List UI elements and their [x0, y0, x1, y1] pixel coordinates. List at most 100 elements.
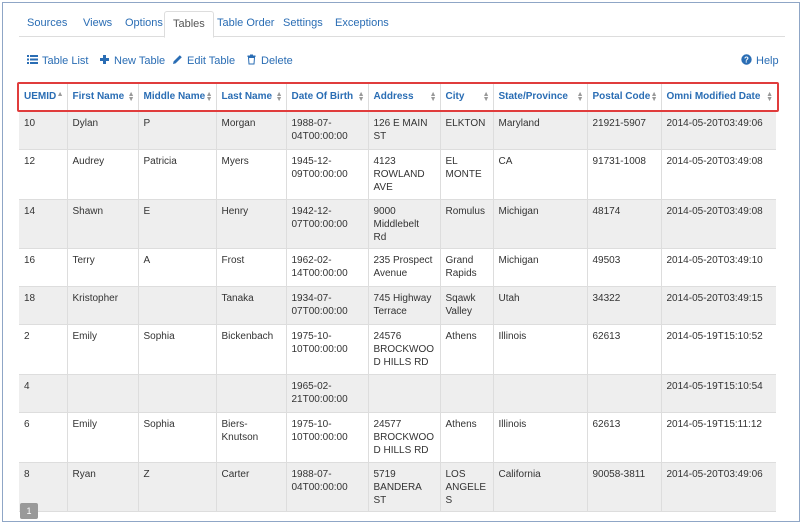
cell-address: 126 E MAIN ST	[368, 111, 441, 150]
sort-icon: ▲ ▼	[650, 91, 658, 103]
cell-address: 235 Prospect Avenue	[368, 248, 441, 287]
data-table: UEMID ▲ First Name ▲ ▼ Middle Name ▲ ▼ Last N…	[19, 83, 776, 512]
new-table-button[interactable]: New Table	[99, 53, 165, 69]
cell-city: Athens	[440, 324, 494, 375]
table-list-button[interactable]: Table List	[27, 53, 88, 69]
cell-postal-code	[587, 374, 662, 413]
cell-last-name: Frost	[216, 248, 287, 287]
help-button[interactable]: ? Help	[741, 53, 779, 69]
edit-table-button[interactable]: Edit Table	[172, 53, 235, 69]
table-row[interactable]: 6 Emily Sophia Biers-Knutson 1975-10-10T…	[19, 412, 776, 463]
cell-omni-modified-date: 2014-05-19T15:11:12	[661, 412, 776, 463]
cell-omni-modified-date: 2014-05-19T15:10:52	[661, 324, 776, 375]
tab-table-order[interactable]: Table Order	[217, 17, 275, 29]
tab-tables[interactable]: Tables	[164, 11, 214, 38]
tab-sources[interactable]: Sources	[27, 17, 68, 29]
cell-date-of-birth: 1962-02-14T00:00:00	[286, 248, 369, 287]
cell-date-of-birth: 1965-02-21T00:00:00	[286, 374, 369, 413]
cell-state-province: Illinois	[493, 324, 588, 375]
sort-asc-icon: ▲	[56, 91, 64, 98]
cell-state-province: Maryland	[493, 111, 588, 150]
cell-middle-name: A	[138, 248, 217, 287]
cell-uemid: 18	[19, 286, 68, 325]
cell-uemid: 14	[19, 199, 68, 249]
cell-postal-code: 90058-3811	[587, 462, 662, 512]
cell-state-province: Michigan	[493, 248, 588, 287]
sort-icon: ▲ ▼	[766, 91, 773, 103]
edit-table-label: Edit Table	[187, 55, 236, 67]
cell-date-of-birth: 1988-07-04T00:00:00	[286, 111, 369, 150]
delete-label: Delete	[261, 55, 293, 67]
cell-date-of-birth: 1975-10-10T00:00:00	[286, 412, 369, 463]
table-row[interactable]: 4 1965-02-21T00:00:00 2014-05-19T15:10:5…	[19, 374, 776, 413]
column-header-uemid[interactable]: UEMID ▲	[19, 83, 68, 112]
help-label: Help	[756, 55, 779, 67]
cell-postal-code: 49503	[587, 248, 662, 287]
cell-uemid: 16	[19, 248, 68, 287]
cell-omni-modified-date: 2014-05-20T03:49:08	[661, 199, 776, 249]
table-row[interactable]: 18 Kristopher Tanaka 1934-07-07T00:00:00…	[19, 286, 776, 325]
cell-first-name: Kristopher	[67, 286, 139, 325]
cell-city: Athens	[440, 412, 494, 463]
plus-icon	[99, 54, 110, 65]
table-row[interactable]: 12 Audrey Patricia Myers 1945-12-09T00:0…	[19, 149, 776, 200]
cell-address: 745 Highway Terrace	[368, 286, 441, 325]
cell-first-name	[67, 374, 139, 413]
cell-city: Romulus	[440, 199, 494, 249]
question-circle-icon: ?	[741, 54, 752, 65]
cell-city: EL MONTE	[440, 149, 494, 200]
table-row[interactable]: 2 Emily Sophia Bickenbach 1975-10-10T00:…	[19, 324, 776, 375]
tab-exceptions[interactable]: Exceptions	[335, 17, 389, 29]
column-header-middle-name[interactable]: Middle Name ▲ ▼	[138, 83, 217, 112]
sort-icon: ▲ ▼	[357, 91, 365, 103]
cell-state-province: Michigan	[493, 199, 588, 249]
cell-last-name: Biers-Knutson	[216, 412, 287, 463]
cell-last-name: Tanaka	[216, 286, 287, 325]
table-row[interactable]: 14 Shawn E Henry 1942-12-07T00:00:00 900…	[19, 199, 776, 249]
tab-views[interactable]: Views	[83, 17, 113, 29]
cell-middle-name	[138, 374, 217, 413]
cell-address: 9000 Middlebelt Rd	[368, 199, 441, 249]
cell-date-of-birth: 1975-10-10T00:00:00	[286, 324, 369, 375]
cell-first-name: Dylan	[67, 111, 139, 150]
column-header-last-name[interactable]: Last Name ▲ ▼	[216, 83, 287, 112]
cell-omni-modified-date: 2014-05-20T03:49:08	[661, 149, 776, 200]
table-row[interactable]: 8 Ryan Z Carter 1988-07-04T00:00:00 5719…	[19, 462, 776, 512]
column-header-first-name[interactable]: First Name ▲ ▼	[67, 83, 139, 112]
trash-icon	[246, 54, 257, 65]
delete-button[interactable]: Delete	[246, 53, 293, 69]
column-header-postal-code[interactable]: Postal Code ▲ ▼	[587, 83, 662, 112]
cell-address: 24576 BROCKWOOD HILLS RD	[368, 324, 441, 375]
cell-postal-code: 21921-5907	[587, 111, 662, 150]
column-header-date-of-birth[interactable]: Date Of Birth ▲ ▼	[286, 83, 369, 112]
pagination-page-button[interactable]: 1	[20, 503, 38, 519]
column-header-city[interactable]: City ▲ ▼	[440, 83, 494, 112]
table-row[interactable]: 10 Dylan P Morgan 1988-07-04T00:00:00 12…	[19, 111, 776, 150]
cell-postal-code: 34322	[587, 286, 662, 325]
column-header-omni-modified-date[interactable]: Omni Modified Date ▲ ▼	[661, 83, 776, 112]
tab-bar: Sources Views Options Tables Table Order…	[19, 11, 785, 38]
cell-last-name: Myers	[216, 149, 287, 200]
tab-options[interactable]: Options	[125, 17, 163, 29]
table-list-label: Table List	[42, 55, 89, 67]
cell-middle-name: Z	[138, 462, 217, 512]
cell-date-of-birth: 1942-12-07T00:00:00	[286, 199, 369, 249]
table-row[interactable]: 16 Terry A Frost 1962-02-14T00:00:00 235…	[19, 248, 776, 287]
cell-city: ELKTON	[440, 111, 494, 150]
cell-middle-name: E	[138, 199, 217, 249]
column-header-state-province[interactable]: State/Province ▲ ▼	[493, 83, 588, 112]
cell-address: 24577 BROCKWOOD HILLS RD	[368, 412, 441, 463]
table-header-row: UEMID ▲ First Name ▲ ▼ Middle Name ▲ ▼ Last N…	[19, 83, 776, 112]
tab-settings[interactable]: Settings	[283, 17, 323, 29]
cell-last-name: Bickenbach	[216, 324, 287, 375]
cell-address: 5719 BANDERA ST	[368, 462, 441, 512]
cell-last-name: Henry	[216, 199, 287, 249]
cell-last-name	[216, 374, 287, 413]
cell-middle-name	[138, 286, 217, 325]
cell-address: 4123 ROWLAND AVE	[368, 149, 441, 200]
cell-omni-modified-date: 2014-05-20T03:49:06	[661, 111, 776, 150]
cell-date-of-birth: 1988-07-04T00:00:00	[286, 462, 369, 512]
column-header-address[interactable]: Address ▲ ▼	[368, 83, 441, 112]
cell-first-name: Terry	[67, 248, 139, 287]
